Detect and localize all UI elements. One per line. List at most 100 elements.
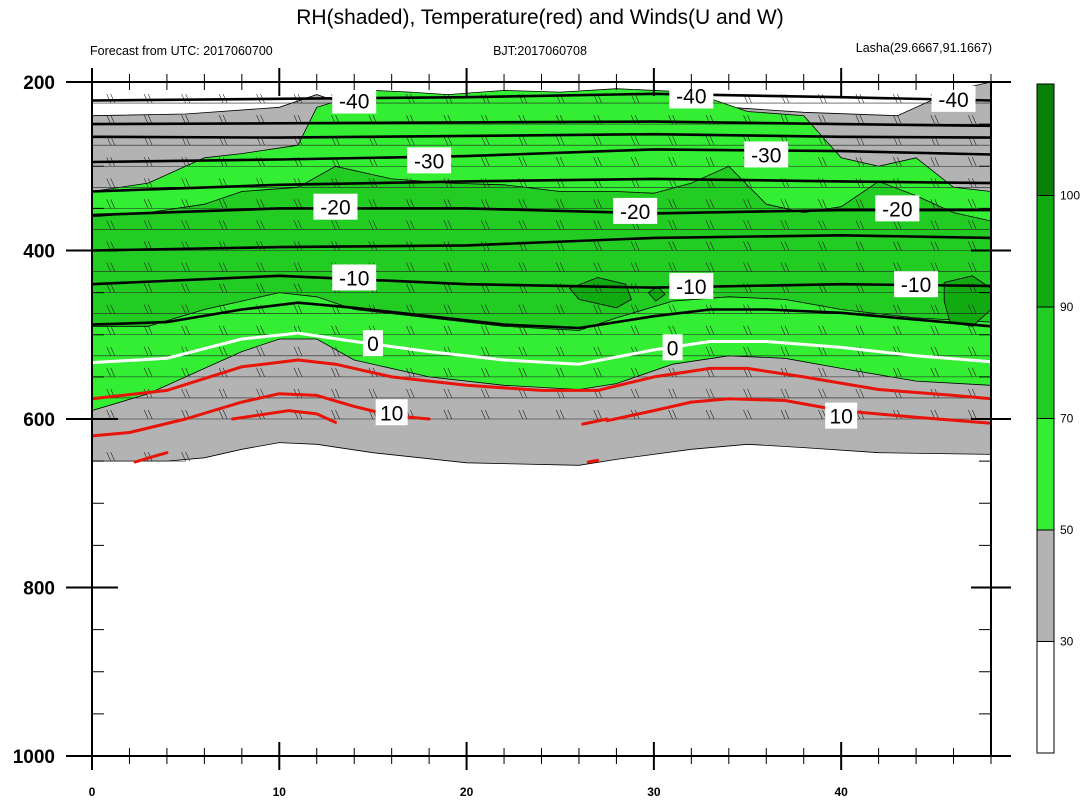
wind-barb xyxy=(331,346,340,356)
wind-barb xyxy=(518,409,528,420)
wind-barb xyxy=(855,367,865,377)
wind-barb xyxy=(705,346,715,356)
wind-barb xyxy=(668,199,677,209)
wind-barb xyxy=(855,325,865,335)
isotherm-15 xyxy=(581,417,609,426)
wind-barb xyxy=(143,178,153,188)
wind-barb xyxy=(406,220,415,230)
wind-barb xyxy=(181,452,190,462)
isotherm-label-box xyxy=(332,264,377,291)
wind-barb xyxy=(256,283,265,293)
isotherm-10 xyxy=(231,409,337,424)
wind-barb xyxy=(818,367,827,377)
wind-barb xyxy=(818,93,827,104)
wind-barb xyxy=(368,388,378,399)
colorbar-label: 100 xyxy=(1060,189,1080,203)
wind-barb xyxy=(555,262,565,272)
isotherm--40 xyxy=(92,92,991,102)
wind-barb xyxy=(967,157,977,167)
wind-barb xyxy=(818,325,827,335)
wind-barb xyxy=(406,283,415,293)
wind-barb xyxy=(930,220,940,230)
isotherm--30 xyxy=(92,148,991,164)
isotherm-label-box xyxy=(313,193,358,220)
wind-barb xyxy=(518,367,528,377)
wind-barb xyxy=(443,220,453,230)
wind-barb xyxy=(518,199,528,209)
wind-barb xyxy=(593,136,602,146)
wind-barb xyxy=(780,241,790,251)
wind-barb xyxy=(668,304,677,314)
wind-barb xyxy=(256,220,265,230)
isotherm-label-box xyxy=(613,197,658,224)
wind-barb xyxy=(143,93,153,104)
wind-barb xyxy=(218,262,228,272)
wind-barb xyxy=(967,199,977,209)
y-tick-label: 400 xyxy=(23,242,55,263)
x-tick-label: 0 xyxy=(89,785,96,799)
wind-barb xyxy=(331,367,340,377)
chart-title: RH(shaded), Temperature(red) and Winds(U… xyxy=(296,6,783,29)
wind-barb xyxy=(967,241,977,251)
wind-barb xyxy=(855,115,865,125)
colorbar-label: 30 xyxy=(1060,635,1074,649)
wind-barb xyxy=(143,346,153,356)
y-tick-label: 1000 xyxy=(13,747,55,768)
wind-barb xyxy=(780,409,790,420)
wind-barb xyxy=(143,199,153,209)
wind-barb xyxy=(967,304,977,314)
wind-barb xyxy=(630,325,640,335)
isotherm-label: -20 xyxy=(882,198,912,221)
wind-barb xyxy=(668,136,677,146)
wind-barb xyxy=(218,220,228,230)
wind-barb xyxy=(893,115,902,125)
wind-barb xyxy=(555,220,565,230)
wind-barb xyxy=(967,115,977,125)
wind-barb xyxy=(406,199,415,209)
colorbar-swatch xyxy=(1036,195,1055,308)
wind-barb xyxy=(106,304,116,314)
wind-barb xyxy=(780,262,790,272)
wind-barb xyxy=(630,136,640,146)
wind-barb xyxy=(967,262,977,272)
wind-barb xyxy=(256,262,265,272)
wind-barb xyxy=(668,388,677,399)
wind-barb xyxy=(743,199,752,209)
wind-barb xyxy=(293,178,303,188)
wind-barb xyxy=(780,199,790,209)
wind-barb xyxy=(106,115,116,125)
wind-barb xyxy=(481,367,490,377)
wind-barb xyxy=(855,220,865,230)
x-tick-label: 20 xyxy=(460,785,474,799)
isotherm-label: -10 xyxy=(676,276,706,299)
wind-barb xyxy=(481,157,490,167)
wind-barb xyxy=(256,325,265,335)
wind-barb xyxy=(930,199,940,209)
wind-barb xyxy=(930,262,940,272)
isotherm-label-box xyxy=(825,402,858,429)
colorbar: 30 50 70 90 100 xyxy=(1036,83,1080,754)
wind-barb xyxy=(630,241,640,251)
wind-barb xyxy=(855,262,865,272)
wind-barb xyxy=(630,388,640,399)
wind-barb xyxy=(630,304,640,314)
wind-barb xyxy=(930,325,940,335)
wind-barb xyxy=(518,304,528,314)
wind-barb xyxy=(743,262,752,272)
wind-barb xyxy=(780,220,790,230)
wind-barb xyxy=(218,346,228,356)
wind-barb xyxy=(218,325,228,335)
x-tick-label: 30 xyxy=(647,785,661,799)
wind-barb xyxy=(593,325,602,335)
subtitle-bjt: BJT:2017060708 xyxy=(493,44,587,58)
wind-barb xyxy=(106,93,116,104)
isotherm-label-box xyxy=(375,399,408,426)
wind-barb xyxy=(218,409,228,420)
wind-barb xyxy=(181,304,190,314)
wind-barb xyxy=(406,304,415,314)
wind-barb xyxy=(855,157,865,167)
isotherm-label: -40 xyxy=(339,91,369,114)
wind-barb xyxy=(518,325,528,335)
y-tick-label: 600 xyxy=(23,410,55,431)
wind-barb xyxy=(705,157,715,167)
